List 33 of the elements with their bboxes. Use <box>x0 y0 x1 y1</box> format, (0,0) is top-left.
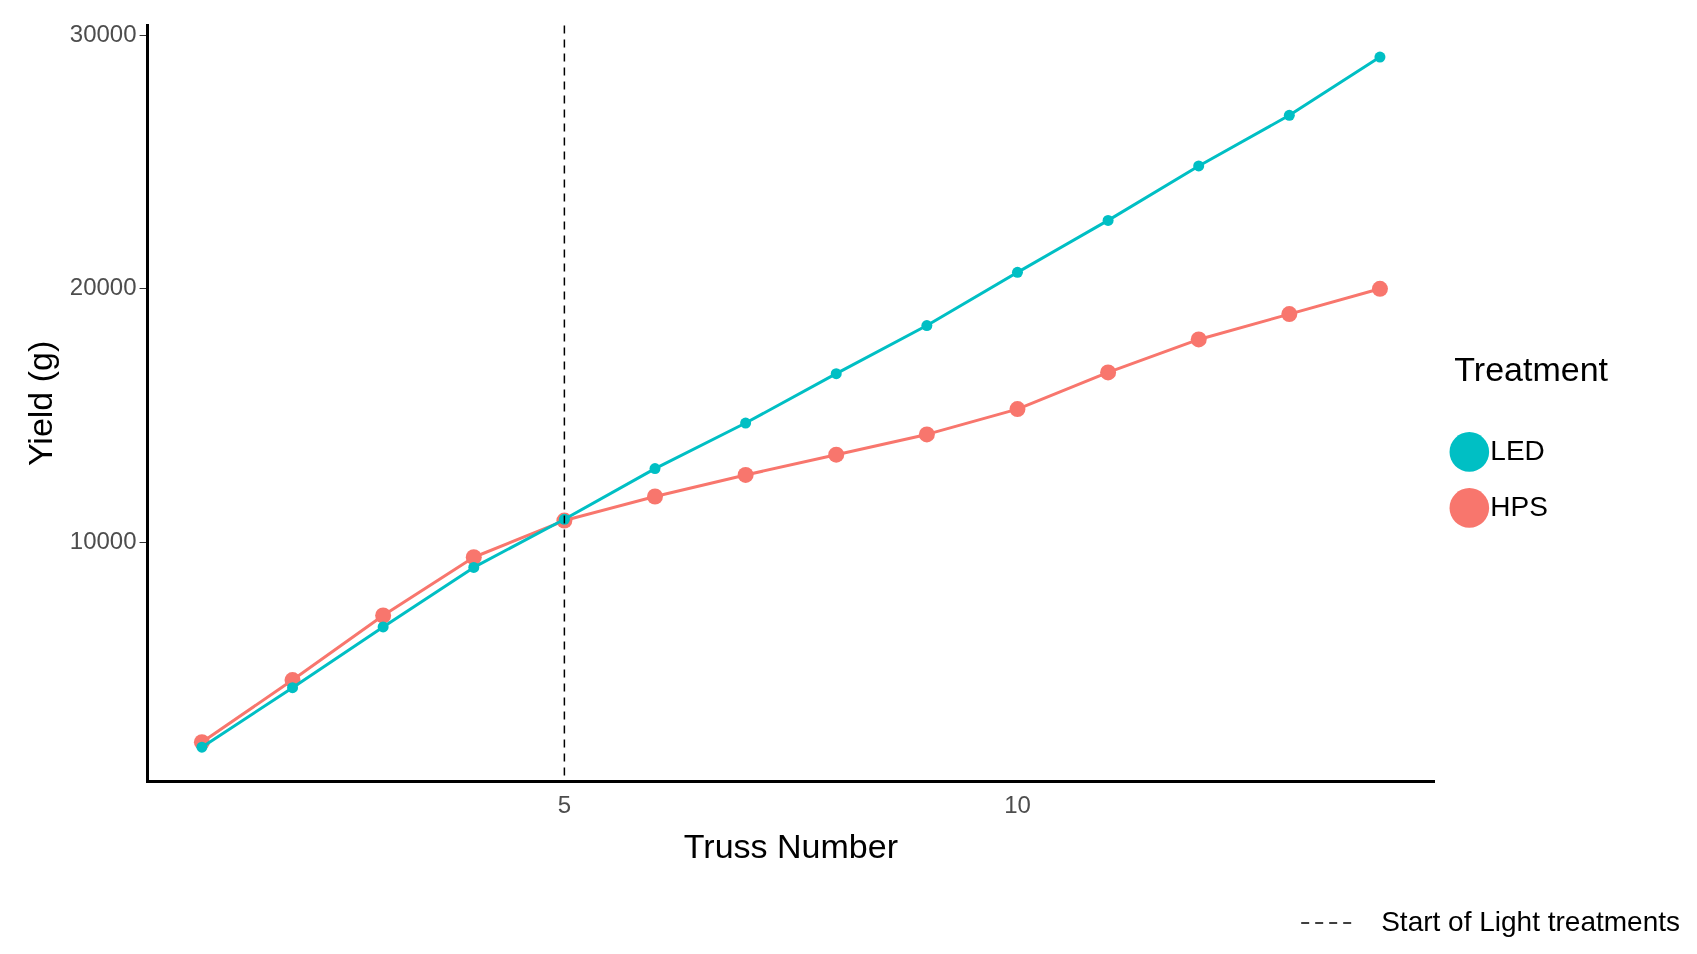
point <box>1190 331 1207 348</box>
point <box>921 320 933 332</box>
y-tick-label: 20000 <box>69 273 137 301</box>
legend-label: LED <box>1490 434 1545 466</box>
point <box>740 417 752 429</box>
legend-label: Start of Light treatments <box>1381 905 1680 937</box>
point <box>1281 306 1298 323</box>
y-tick-label: 30000 <box>69 20 137 48</box>
point <box>377 621 389 633</box>
legend-label: HPS <box>1490 490 1548 522</box>
point <box>375 607 392 624</box>
point <box>1011 266 1023 278</box>
point <box>468 561 480 573</box>
point <box>828 446 845 463</box>
point <box>1371 280 1388 297</box>
point <box>1374 51 1386 63</box>
point <box>649 463 661 475</box>
point <box>1009 401 1026 418</box>
y-tick-label: 10000 <box>69 526 137 554</box>
point <box>1283 109 1295 121</box>
point <box>737 466 754 483</box>
point <box>287 682 299 694</box>
point <box>1100 364 1117 381</box>
point <box>918 426 935 443</box>
point <box>1193 160 1205 172</box>
point <box>1102 214 1114 226</box>
point <box>830 368 842 380</box>
point <box>647 488 663 505</box>
x-axis-title: Truss Number <box>683 826 898 865</box>
x-tick-label: 5 <box>557 791 572 819</box>
x-tick-label: 10 <box>1004 791 1031 819</box>
legend-title: Treatment <box>1454 350 1609 389</box>
y-axis-title: Yield (g) <box>20 340 59 467</box>
